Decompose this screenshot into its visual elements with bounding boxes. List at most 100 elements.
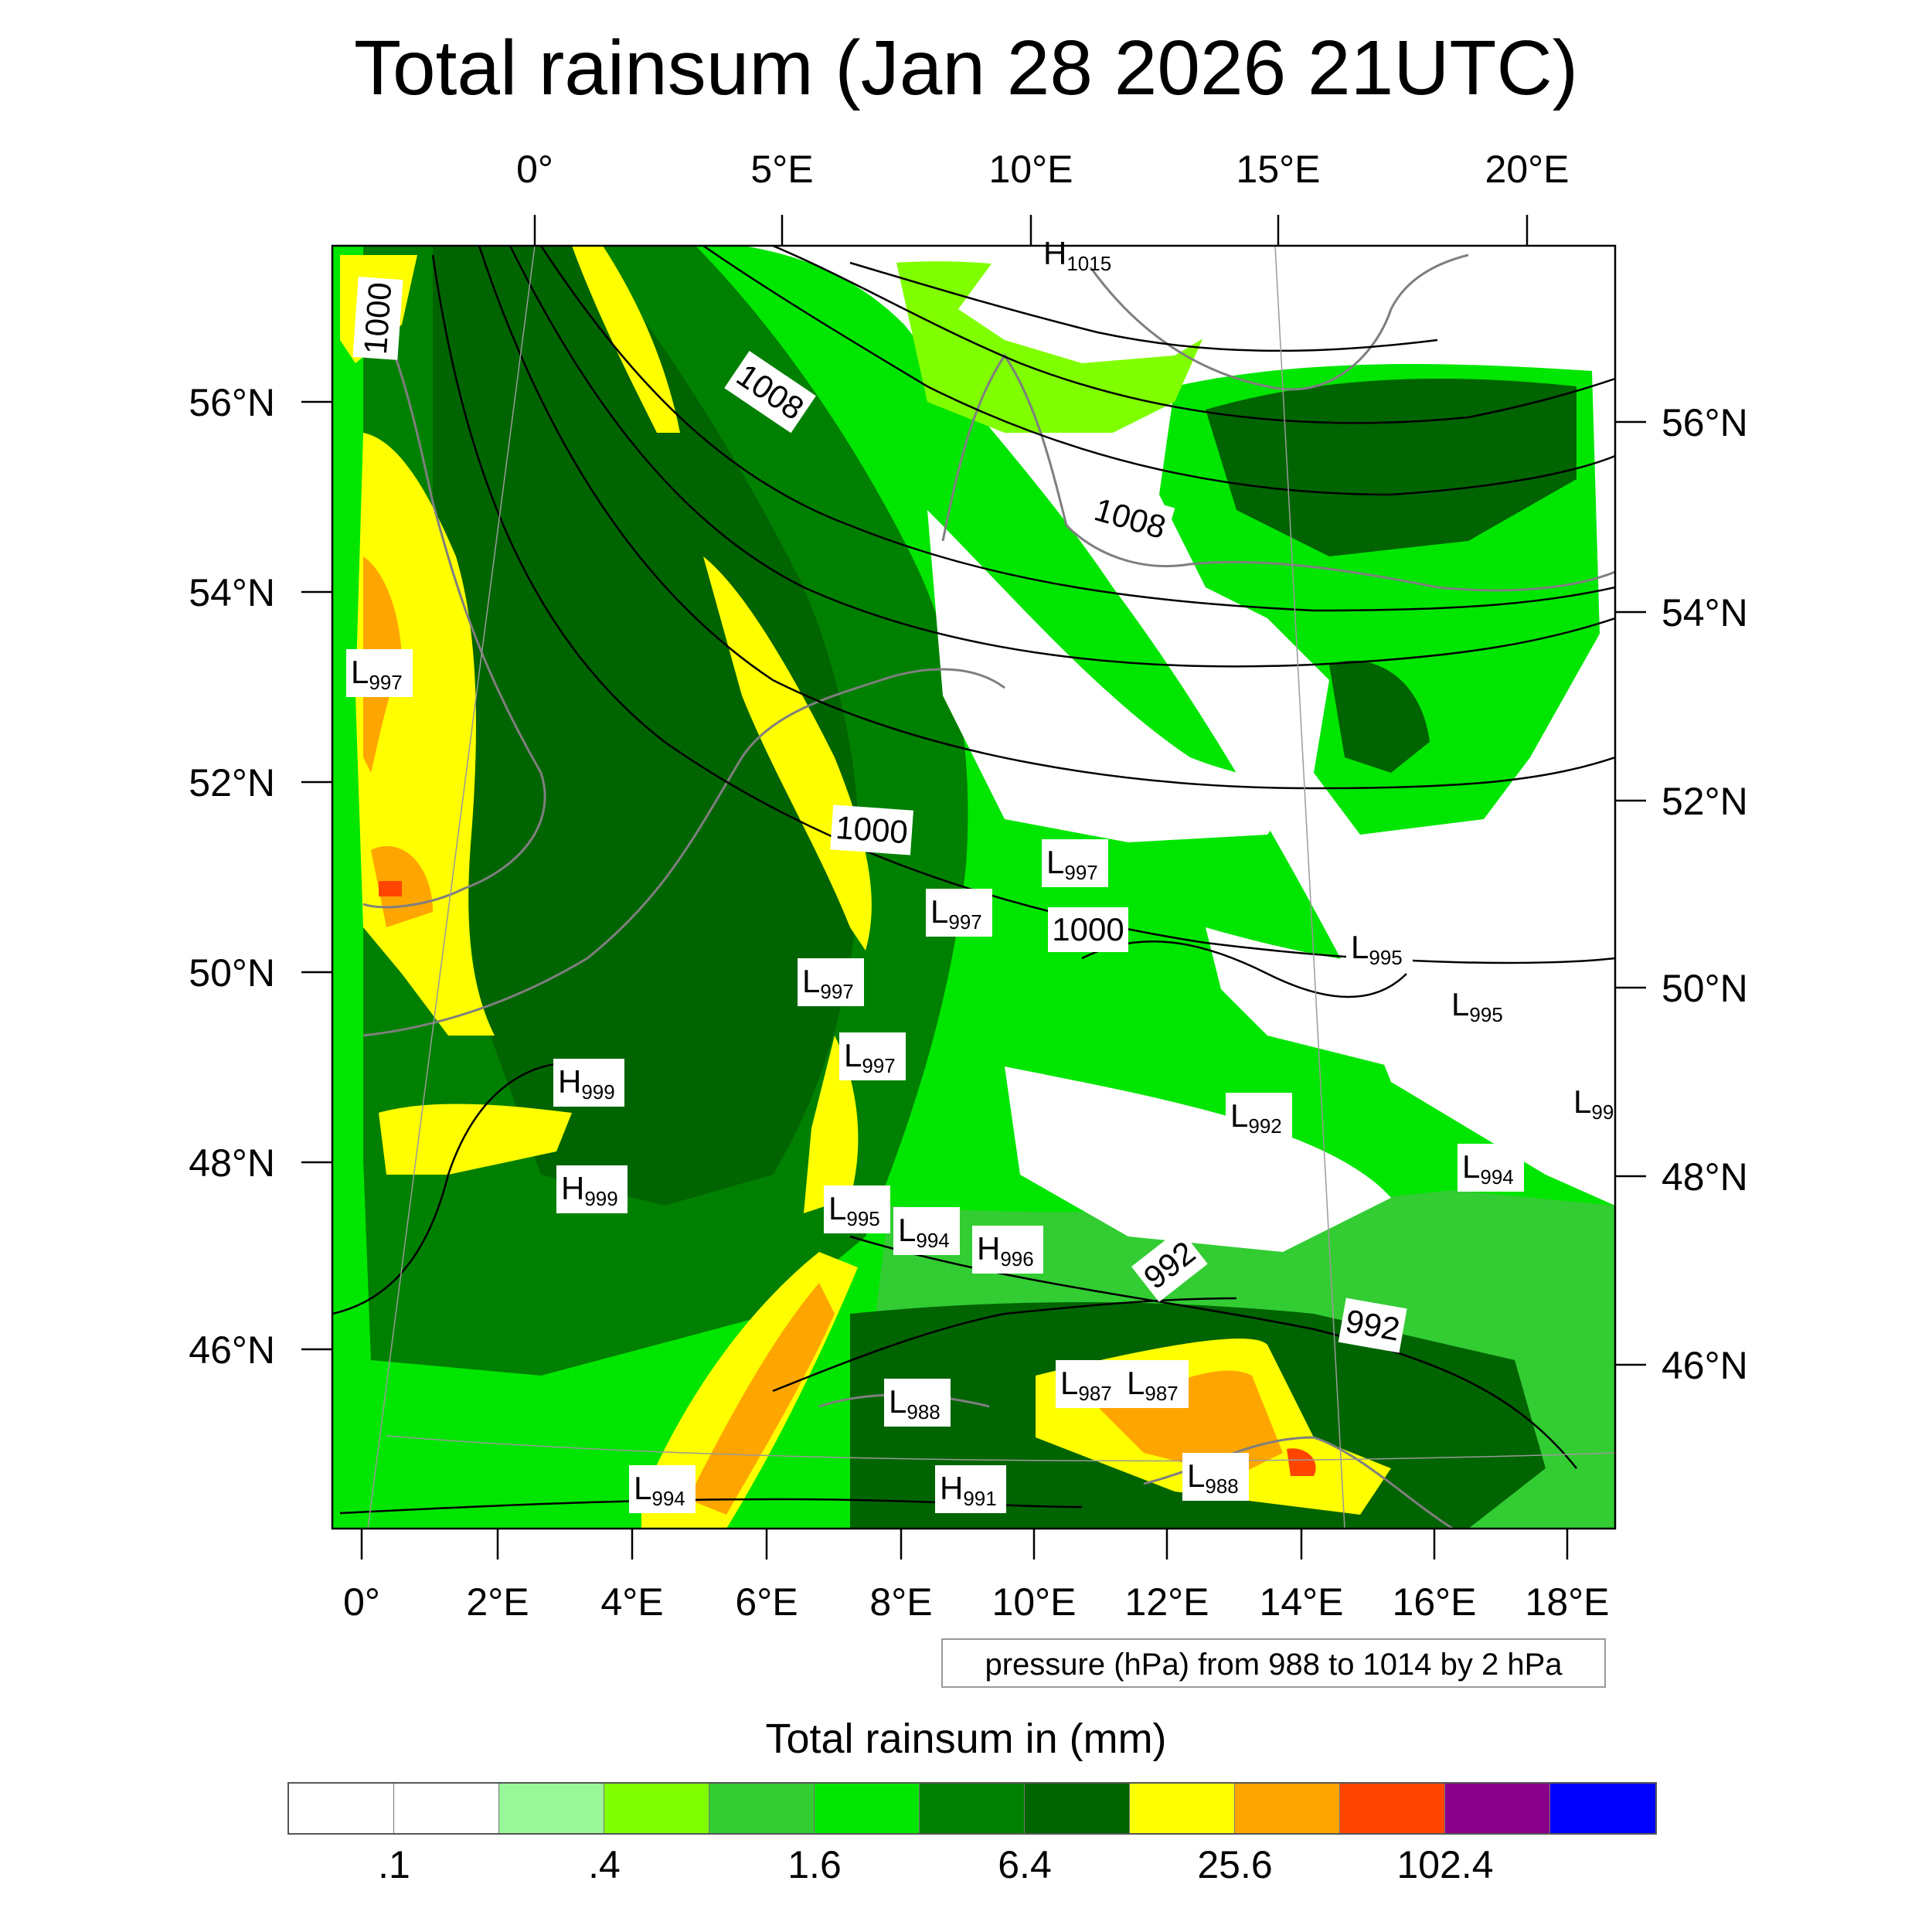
pressure-center-label: L988 xyxy=(889,1383,940,1423)
rain-area-yellow-streak-central xyxy=(703,556,872,951)
isobar-label-text: 1000 xyxy=(357,281,398,355)
colorbar-box xyxy=(289,1784,394,1833)
right-lat-label: 50°N xyxy=(1662,967,1748,1010)
pressure-center: L994 xyxy=(629,1465,696,1513)
pressure-center: L987 xyxy=(1056,1360,1122,1408)
pressure-center: L992 xyxy=(1226,1093,1292,1141)
pressure-center-label: L995 xyxy=(1451,986,1503,1026)
pressure-center-label: L987 xyxy=(1060,1365,1112,1405)
right-latitude-labels: 56°N 54°N 52°N 50°N 48°N 46°N xyxy=(1662,401,1748,1387)
bottom-lon-label: 14°E xyxy=(1260,1580,1344,1624)
coastline-britain xyxy=(362,277,546,909)
colorbar-label: 6.4 xyxy=(998,1843,1052,1886)
right-lat-label: 56°N xyxy=(1662,401,1748,444)
isobar-3 xyxy=(478,246,1615,790)
colorbar-box xyxy=(1550,1784,1655,1833)
isobar-10 xyxy=(772,1297,1237,1393)
colorbar-box xyxy=(499,1784,604,1833)
right-lat-label: 48°N xyxy=(1662,1155,1748,1199)
colorbar-box xyxy=(1235,1784,1340,1833)
pressure-center-label: L994 xyxy=(1462,1148,1514,1189)
pressure-center: L997 xyxy=(926,889,992,937)
colorbar-box xyxy=(1445,1784,1550,1833)
pressure-center-label: L994 xyxy=(634,1470,685,1510)
no-rain-east-2 xyxy=(1391,1045,1615,1159)
pressure-center: L99 xyxy=(1573,1083,1614,1124)
pressure-center-label: L987 xyxy=(1127,1365,1179,1405)
coastline-denmark xyxy=(941,353,1191,567)
bottom-lon-label: 18°E xyxy=(1526,1580,1610,1624)
pressure-center: L988 xyxy=(884,1379,951,1427)
left-lat-label: 54°N xyxy=(189,571,275,614)
isobar-labels: 1000 1008 1008 1000 1000 992 992 xyxy=(352,277,1407,1353)
isobar-1 xyxy=(539,246,1615,612)
pressure-center-label: L99 xyxy=(1573,1083,1614,1124)
isobar-2 xyxy=(509,246,1615,668)
isobar-label: 1000 xyxy=(1048,907,1128,952)
pressure-center: L987 xyxy=(1122,1360,1189,1408)
pressure-center: H999 xyxy=(553,1059,624,1107)
colorbar-label: 25.6 xyxy=(1197,1843,1273,1886)
pressure-center: H1015 xyxy=(1040,233,1124,275)
pressure-center-label: L997 xyxy=(930,893,982,934)
right-lat-label: 46°N xyxy=(1662,1344,1748,1387)
pressure-center: H991 xyxy=(935,1465,1006,1513)
colorbar-box xyxy=(394,1784,499,1833)
rain-field xyxy=(332,246,1615,1529)
pressure-center: L988 xyxy=(1182,1453,1249,1501)
isobar-11 xyxy=(1081,940,1407,998)
colorbar-label: 102.4 xyxy=(1396,1843,1494,1886)
pressure-center: L994 xyxy=(1458,1144,1524,1192)
bottom-longitude-labels: 0° 2°E 4°E 6°E 8°E 10°E 12°E 14°E 16°E 1… xyxy=(343,1580,1609,1624)
pressure-center-label: H1015 xyxy=(1043,235,1111,275)
no-rain-south-central xyxy=(1005,1066,1391,1252)
isobar-6 xyxy=(772,246,1615,424)
isobar-8 xyxy=(332,1061,604,1315)
pressure-center-label: L997 xyxy=(844,1037,896,1077)
rain-area-yellow-streak-north xyxy=(572,246,680,433)
meridian-0 xyxy=(367,246,536,1529)
pressure-center-label: L995 xyxy=(1351,929,1403,969)
pressure-center-label: L994 xyxy=(898,1212,950,1252)
pressure-centers: H1015 L997 L997 L997 L997 L997 L995 L995 xyxy=(346,233,1614,1513)
colorbar-label: 1.6 xyxy=(787,1843,842,1886)
pressure-center-label: L997 xyxy=(1046,844,1098,884)
colorbar-box xyxy=(709,1784,815,1833)
top-lon-label: 0° xyxy=(516,148,553,191)
isobar-4 xyxy=(431,254,1615,964)
left-latitude-labels: 56°N 54°N 52°N 50°N 48°N 46°N xyxy=(189,381,275,1372)
pressure-center: L995 xyxy=(1451,986,1503,1026)
isobar-label-text: 1000 xyxy=(1052,911,1124,947)
map-frame xyxy=(331,244,1617,1530)
pressure-center: H999 xyxy=(556,1165,628,1213)
parallel-45n xyxy=(386,1435,1615,1462)
left-lat-label: 52°N xyxy=(189,761,275,804)
bottom-lon-label: 12°E xyxy=(1125,1580,1209,1624)
isobar-7 xyxy=(849,261,1438,352)
right-lat-label: 54°N xyxy=(1662,591,1748,634)
meridian-15e xyxy=(1274,246,1345,1529)
graticule xyxy=(367,246,1615,1529)
top-lon-label: 5°E xyxy=(750,148,813,191)
bottom-lon-label: 4°E xyxy=(600,1580,663,1624)
pressure-center: L997 xyxy=(839,1032,906,1080)
rain-area-southwest-orange xyxy=(688,1283,835,1515)
pressure-center-label: H999 xyxy=(558,1063,615,1104)
top-lon-label: 15°E xyxy=(1236,148,1321,191)
isobar-label: 1000 xyxy=(352,277,403,360)
pressure-center: L995 xyxy=(824,1185,890,1233)
pressure-center-label: L988 xyxy=(1187,1458,1239,1498)
pressure-center-label: L995 xyxy=(828,1190,880,1230)
pressure-center: H996 xyxy=(972,1226,1043,1274)
colorbar-title: Total rainsum in (mm) xyxy=(765,1716,1167,1762)
rain-area-west-yellow-south xyxy=(379,1104,572,1175)
pressure-center-label: L997 xyxy=(351,654,403,694)
colorbar xyxy=(287,1782,1657,1835)
isobar-label: 992 xyxy=(1338,1298,1407,1353)
pressure-center: L995 xyxy=(1346,924,1413,972)
pressure-center-label: H999 xyxy=(561,1170,618,1210)
colorbar-box xyxy=(815,1784,920,1833)
right-lat-label: 52°N xyxy=(1662,780,1748,823)
coastline-scandinavia xyxy=(1080,253,1469,391)
